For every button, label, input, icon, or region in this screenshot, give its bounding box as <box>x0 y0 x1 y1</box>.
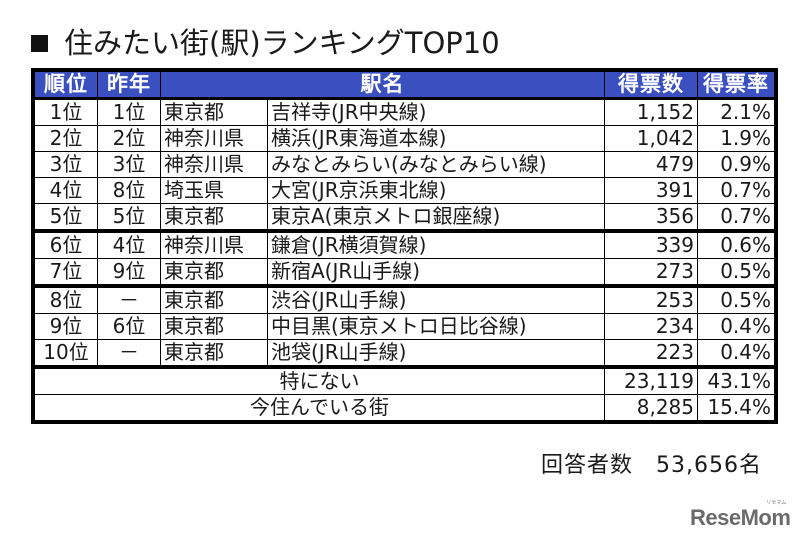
table-row: 5位 5位 東京都 東京A(東京メトロ銀座線) 356 0.7% <box>32 203 777 233</box>
cell-station: 大宮(JR京浜東北線) <box>267 177 605 204</box>
table-row: 3位 3位 神奈川県 みなとみらい(みなとみらい線) 479 0.9% <box>32 151 777 178</box>
cell-votes: 1,152 <box>604 98 698 126</box>
cell-prefecture: 東京都 <box>160 285 268 314</box>
cell-rate: 43.1% <box>697 366 777 395</box>
cell-summary-label: 今住んでいる街 <box>32 394 605 423</box>
table-row: 10位 － 東京都 池袋(JR山手線) 223 0.4% <box>32 339 777 369</box>
cell-station: 東京A(東京メトロ銀座線) <box>267 203 605 233</box>
cell-station: 中目黒(東京メトロ日比谷線) <box>267 313 605 340</box>
cell-prefecture: 東京都 <box>160 339 268 369</box>
table-row: 9位 6位 東京都 中目黒(東京メトロ日比谷線) 234 0.4% <box>32 313 777 340</box>
cell-prev-year: 9位 <box>97 258 161 288</box>
table-row: 7位 9位 東京都 新宿A(JR山手線) 273 0.5% <box>32 258 777 288</box>
cell-votes: 391 <box>604 177 698 204</box>
cell-votes: 8,285 <box>604 394 698 423</box>
cell-votes: 23,119 <box>604 366 698 395</box>
table-row: 6位 4位 神奈川県 鎌倉(JR横須賀線) 339 0.6% <box>32 230 777 259</box>
cell-rate: 0.4% <box>697 339 777 369</box>
cell-prev-year: － <box>97 285 161 314</box>
cell-votes: 223 <box>604 339 698 369</box>
cell-prev-year: 3位 <box>97 151 161 178</box>
cell-prefecture: 東京都 <box>160 98 268 126</box>
summary-row-current-town: 今住んでいる街 8,285 15.4% <box>32 394 777 423</box>
cell-prev-year: 8位 <box>97 177 161 204</box>
header-station-name: 駅名 <box>160 69 605 100</box>
cell-votes: 1,042 <box>604 125 698 152</box>
cell-rate: 0.7% <box>697 203 777 233</box>
cell-summary-label: 特にない <box>32 366 605 395</box>
cell-votes: 479 <box>604 151 698 178</box>
table-header-row: 順位 昨年 駅名 得票数 得票率 <box>32 69 777 100</box>
cell-prefecture: 東京都 <box>160 313 268 340</box>
cell-prev-year: 4位 <box>97 230 161 259</box>
cell-votes: 273 <box>604 258 698 288</box>
header-votes: 得票数 <box>604 69 698 100</box>
header-rank: 順位 <box>32 69 98 100</box>
cell-station: みなとみらい(みなとみらい線) <box>267 151 605 178</box>
cell-votes: 339 <box>604 230 698 259</box>
table-row: 4位 8位 埼玉県 大宮(JR京浜東北線) 391 0.7% <box>32 177 777 204</box>
cell-prev-year: 1位 <box>97 98 161 126</box>
cell-prefecture: 東京都 <box>160 258 268 288</box>
cell-prefecture: 神奈川県 <box>160 151 268 178</box>
cell-rate: 0.7% <box>697 177 777 204</box>
cell-rank: 8位 <box>32 285 98 314</box>
cell-votes: 253 <box>604 285 698 314</box>
cell-station: 鎌倉(JR横須賀線) <box>267 230 605 259</box>
cell-rank: 7位 <box>32 258 98 288</box>
cell-rank: 6位 <box>32 230 98 259</box>
cell-rate: 0.4% <box>697 313 777 340</box>
cell-rate: 0.9% <box>697 151 777 178</box>
cell-station: 渋谷(JR山手線) <box>267 285 605 314</box>
page-title: 住みたい街(駅)ランキングTOP10 <box>30 26 500 60</box>
cell-prev-year: 2位 <box>97 125 161 152</box>
cell-rank: 2位 <box>32 125 98 152</box>
cell-station: 横浜(JR東海道本線) <box>267 125 605 152</box>
cell-rate: 0.6% <box>697 230 777 259</box>
cell-prefecture: 東京都 <box>160 203 268 233</box>
logo-ruby: リセマム <box>766 500 787 506</box>
cell-station: 池袋(JR山手線) <box>267 339 605 369</box>
cell-prefecture: 神奈川県 <box>160 125 268 152</box>
cell-rate: 15.4% <box>697 394 777 423</box>
cell-rank: 3位 <box>32 151 98 178</box>
title-text: 住みたい街(駅)ランキングTOP10 <box>64 26 500 60</box>
cell-rate: 0.5% <box>697 285 777 314</box>
table-row: 8位 － 東京都 渋谷(JR山手線) 253 0.5% <box>32 285 777 314</box>
cell-votes: 234 <box>604 313 698 340</box>
cell-station: 吉祥寺(JR中央線) <box>267 98 605 126</box>
cell-rank: 10位 <box>32 339 98 369</box>
table-row: 1位 1位 東京都 吉祥寺(JR中央線) 1,152 2.1% <box>32 98 777 126</box>
summary-row-none: 特にない 23,119 43.1% <box>32 366 777 395</box>
cell-rate: 1.9% <box>697 125 777 152</box>
resemom-logo: リセマム ReseMom <box>690 500 791 531</box>
square-bullet-icon <box>31 34 48 52</box>
header-rate: 得票率 <box>697 69 777 100</box>
cell-prev-year: － <box>97 339 161 369</box>
table-row: 2位 2位 神奈川県 横浜(JR東海道本線) 1,042 1.9% <box>32 125 777 152</box>
cell-prefecture: 神奈川県 <box>160 230 268 259</box>
respondents-count: 回答者数 53,656名 <box>541 453 762 478</box>
header-prev-year: 昨年 <box>97 69 161 100</box>
cell-rate: 0.5% <box>697 258 777 288</box>
cell-rate: 2.1% <box>697 98 777 126</box>
cell-station: 新宿A(JR山手線) <box>267 258 605 288</box>
cell-votes: 356 <box>604 203 698 233</box>
cell-prev-year: 6位 <box>97 313 161 340</box>
logo-text: ReseMom <box>690 505 791 530</box>
cell-rank: 4位 <box>32 177 98 204</box>
cell-rank: 9位 <box>32 313 98 340</box>
cell-rank: 1位 <box>32 98 98 126</box>
cell-prev-year: 5位 <box>97 203 161 233</box>
cell-rank: 5位 <box>32 203 98 233</box>
ranking-table: 順位 昨年 駅名 得票数 得票率 1位 1位 東京都 吉祥寺(JR中央線) 1,… <box>31 68 778 424</box>
cell-prefecture: 埼玉県 <box>160 177 268 204</box>
